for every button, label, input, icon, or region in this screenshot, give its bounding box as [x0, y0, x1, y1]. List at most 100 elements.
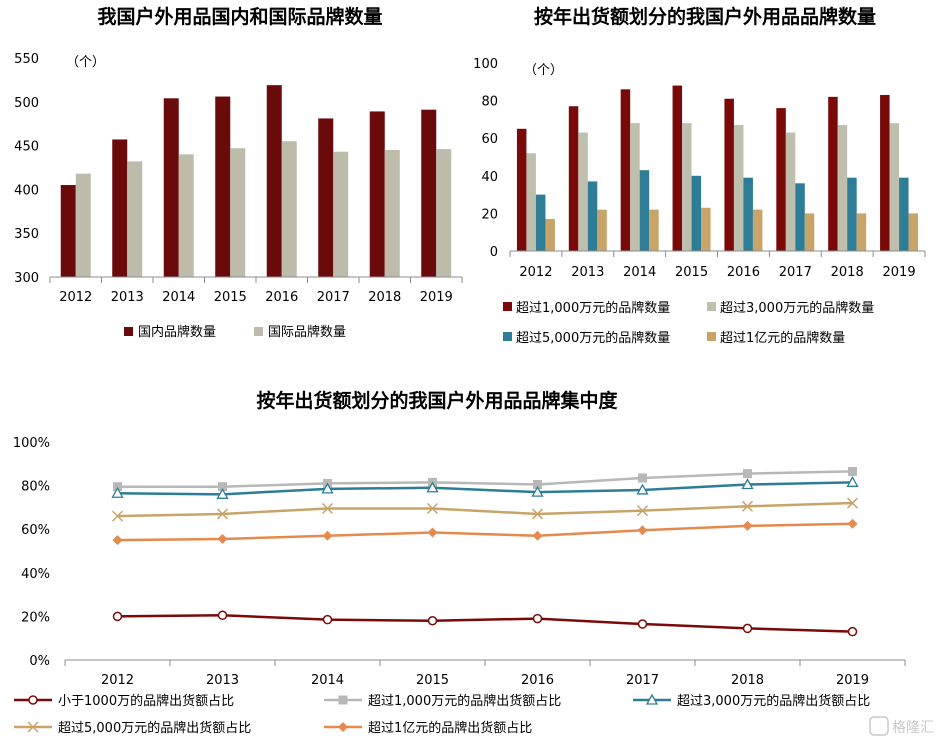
chart1-x-axis: 2012 2013 2014 2015 2016 2017 2018 2019 — [49, 277, 463, 305]
bar-over10m-2015 — [672, 85, 683, 251]
x-tick-label: 2017 — [779, 265, 812, 280]
point-series-3-2012 — [111, 510, 124, 522]
point-series-0-2018 — [742, 623, 753, 634]
x-tick-label: 2018 — [831, 265, 864, 280]
legend-marker-1 — [338, 695, 348, 705]
watermark-logo-icon — [869, 716, 889, 736]
bar-over100m-2018 — [856, 213, 867, 251]
bar-domestic-2014 — [163, 98, 179, 278]
line-series-4 — [117, 522, 853, 542]
bar-over10m-2016 — [724, 98, 734, 251]
bar-over30m-2015 — [682, 123, 692, 251]
bar-over10m-2013 — [568, 106, 579, 252]
bar-international-2019 — [436, 149, 452, 277]
chart1-y-axis: 300 350 400 450 500 550 — [14, 52, 39, 286]
bar-international-2016 — [281, 141, 297, 277]
chart-domestic-international: 我国户外用品国内和国际品牌数量 （个） 300 350 400 450 500 550 2… — [14, 5, 463, 340]
bar-domestic-2013 — [112, 139, 128, 277]
x-tick-label: 2014 — [162, 290, 195, 305]
legend-label-0: 小于1000万的品牌出货额占比 — [58, 693, 234, 709]
legend-label-1: 超过1,000万元的品牌出货额占比 — [368, 693, 561, 709]
chart2-legend: 超过1,000万元的品牌数量 超过3,000万元的品牌数量 超过5,000万元的… — [503, 300, 874, 346]
x-tick-label: 2019 — [836, 673, 869, 688]
x-tick-label: 2015 — [416, 673, 449, 688]
bar-over10m-2018 — [828, 96, 838, 251]
chart1-unit: （个） — [66, 55, 105, 70]
legend-label-3: 超过5,000万元的品牌出货额占比 — [58, 720, 251, 736]
point-series-2-2015 — [426, 481, 439, 493]
y-tick-label: 60 — [481, 132, 498, 147]
point-series-1-2017 — [638, 473, 647, 483]
chart-brand-count-by-shipment: 按年出货额划分的我国户外用品品牌数量 （个） 0 20 40 60 80 100 2012… — [473, 5, 926, 346]
bar-over50m-2015 — [691, 175, 702, 251]
bar-over100m-2012 — [545, 219, 555, 251]
chart1-legend: 国内品牌数量 国际品牌数量 — [124, 324, 346, 340]
point-series-4-2017 — [637, 525, 648, 536]
bar-over10m-2014 — [620, 89, 631, 251]
y-tick-label: 0% — [29, 654, 50, 669]
bar-over10m-2019 — [880, 94, 890, 252]
y-tick-label: 40% — [21, 567, 50, 582]
point-series-3-2018 — [741, 500, 754, 512]
point-series-4-2013 — [217, 534, 228, 545]
x-tick-label: 2012 — [59, 290, 92, 305]
bar-international-2015 — [230, 148, 246, 277]
line-series-0 — [117, 614, 853, 633]
legend-marker-0 — [28, 695, 38, 705]
point-series-2-2012 — [111, 486, 124, 498]
legend-label-2: 超过3,000万元的品牌出货额占比 — [677, 693, 870, 709]
point-series-3-2016 — [531, 508, 544, 520]
watermark-text: 格隆汇 — [892, 720, 934, 736]
bar-domestic-2018 — [369, 111, 385, 277]
bar-over50m-2017 — [795, 183, 805, 251]
x-tick-label: 2012 — [519, 265, 552, 280]
point-series-1-2016 — [533, 480, 542, 490]
legend-marker-2 — [645, 693, 659, 705]
point-series-2-2017 — [636, 483, 649, 495]
x-tick-label: 2013 — [111, 290, 144, 305]
chart3-x-axis: 2012 2013 2014 2015 2016 2017 2018 2019 — [64, 660, 906, 688]
bar-over10m-2012 — [516, 128, 527, 251]
chart2-title: 按年出货额划分的我国户外用品品牌数量 — [534, 5, 876, 28]
y-tick-label: 500 — [14, 96, 39, 111]
bar-over50m-2013 — [587, 181, 598, 251]
legend-label-over100m: 超过1亿元的品牌数量 — [720, 330, 845, 346]
bar-over30m-2019 — [889, 123, 900, 251]
bar-over50m-2016 — [743, 177, 753, 251]
bar-domestic-2015 — [215, 96, 231, 277]
bar-over50m-2014 — [639, 170, 650, 251]
x-tick-label: 2014 — [311, 673, 344, 688]
y-tick-label: 20 — [481, 207, 498, 222]
point-series-4-2014 — [322, 530, 333, 541]
legend-label-over30m: 超过3,000万元的品牌数量 — [720, 300, 874, 316]
bar-over30m-2018 — [837, 125, 848, 251]
y-tick-label: 100% — [13, 436, 50, 451]
point-series-4-2019 — [847, 518, 858, 529]
x-tick-label: 2013 — [571, 265, 604, 280]
legend-swatch-over30m — [707, 302, 716, 311]
x-tick-label: 2015 — [214, 290, 247, 305]
y-tick-label: 80 — [481, 95, 498, 110]
bar-over30m-2016 — [733, 125, 744, 251]
point-series-0-2013 — [217, 610, 228, 621]
point-series-4-2015 — [427, 527, 438, 538]
legend-label-international: 国际品牌数量 — [268, 324, 346, 340]
y-tick-label: 450 — [14, 140, 39, 155]
legend-swatch-domestic — [124, 327, 133, 336]
bar-over100m-2014 — [649, 209, 659, 251]
bar-over100m-2016 — [752, 209, 763, 251]
point-series-3-2015 — [426, 502, 439, 515]
bar-over50m-2018 — [847, 177, 857, 251]
point-series-2-2018 — [741, 478, 754, 490]
x-tick-label: 2014 — [623, 265, 656, 280]
point-series-2-2016 — [531, 485, 544, 497]
y-tick-label: 60% — [21, 523, 50, 538]
x-tick-label: 2018 — [368, 290, 401, 305]
bar-international-2014 — [178, 154, 194, 277]
point-series-4-2012 — [112, 535, 123, 546]
y-tick-label: 20% — [21, 610, 50, 625]
legend-swatch-over100m — [707, 332, 716, 341]
bar-international-2018 — [384, 149, 400, 277]
x-tick-label: 2013 — [206, 673, 239, 688]
